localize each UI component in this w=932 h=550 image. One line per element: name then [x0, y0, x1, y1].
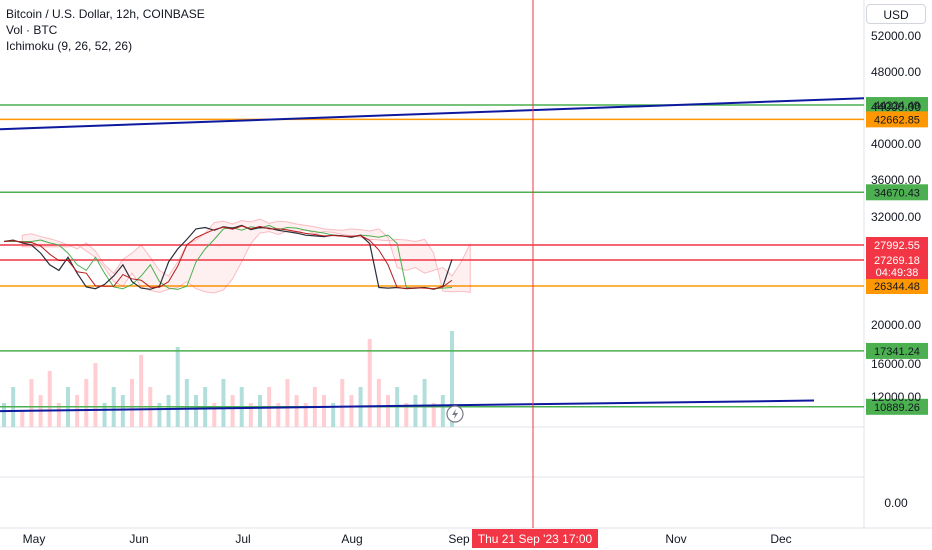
crosshair-time-box	[472, 529, 598, 548]
volume-bar	[440, 395, 445, 427]
volume-bar	[294, 395, 299, 427]
trend-line-lower	[0, 399, 815, 413]
volume-bar	[2, 403, 6, 427]
volume-bar	[84, 379, 89, 427]
level-label: 27269.18	[874, 255, 920, 267]
volume-bar	[20, 411, 25, 427]
y-tick-label: 48000.00	[871, 65, 921, 79]
level-label-box	[866, 184, 928, 201]
volume-bar	[413, 395, 418, 427]
volume-bar	[212, 403, 217, 427]
volume-bar	[221, 379, 226, 427]
x-tick-label: Dec	[770, 532, 791, 546]
y-tick-label: 16000.00	[871, 357, 921, 371]
countdown-label: 04:49:38	[876, 267, 919, 279]
volume-bar	[276, 403, 281, 427]
volume-bar	[450, 331, 454, 427]
volume-bar	[422, 379, 427, 427]
trend-line-upper	[0, 97, 865, 131]
volume-bar	[376, 379, 381, 427]
x-tick-label: Jul	[235, 532, 250, 546]
x-tick-label: May	[23, 532, 46, 546]
y-tick-label: 12000.00	[871, 390, 921, 404]
volume-bar	[431, 403, 436, 427]
level-label-box	[866, 398, 928, 415]
volume-bar	[386, 395, 390, 427]
volume-bar	[139, 355, 144, 427]
volume-bar	[166, 395, 171, 427]
volume-bar	[331, 403, 336, 427]
volume-bar	[194, 395, 198, 427]
volume-bar	[367, 339, 372, 427]
y-tick-label: 40000.00	[871, 137, 921, 151]
level-label-box	[866, 97, 928, 114]
y-tick-label: 52000.00	[871, 29, 921, 43]
level-label: 44224.49	[874, 100, 920, 112]
y-tick-label: 44000.00	[871, 100, 921, 114]
ichimoku-cloud	[21, 218, 471, 294]
volume-bar	[157, 403, 162, 427]
crosshair-time-label: Thu 21 Sep '23 17:00	[478, 532, 593, 546]
countdown-box	[866, 265, 928, 279]
volume-bar	[340, 379, 345, 427]
volume-bar	[29, 379, 34, 427]
x-tick-label: Aug	[341, 532, 362, 546]
level-label-box	[866, 252, 928, 268]
currency-button[interactable]: USD	[866, 4, 926, 24]
y-tick-label: 0.00	[884, 496, 908, 510]
level-label: 26344.48	[874, 281, 920, 293]
ichimoku-base-line	[3, 225, 453, 290]
lightning-icon-glyph	[452, 409, 458, 419]
volume-bar	[248, 403, 253, 427]
x-tick-label: Nov	[665, 532, 686, 546]
volume-bar	[175, 347, 180, 427]
level-label: 42662.85	[874, 114, 920, 126]
level-label: 17341.24	[874, 346, 920, 358]
volume-bar	[230, 395, 235, 427]
volume-bar	[56, 403, 61, 427]
y-tick-label: 32000.00	[871, 210, 921, 224]
volume-bar	[404, 403, 409, 427]
volume-bar	[130, 379, 134, 427]
level-label: 10889.26	[874, 402, 920, 414]
volume-bar	[349, 395, 354, 427]
volume-bar	[120, 395, 125, 427]
volume-bar	[102, 403, 107, 427]
y-tick-label: 20000.00	[871, 318, 921, 332]
level-label-box	[866, 278, 928, 294]
volume-bar	[258, 395, 262, 427]
level-label-box	[866, 237, 928, 253]
level-label-box	[866, 111, 928, 128]
level-label-box	[866, 342, 928, 359]
level-label: 34670.43	[874, 187, 920, 199]
x-tick-label: Jun	[129, 532, 148, 546]
volume-bar	[285, 379, 290, 427]
volume-bar	[47, 371, 52, 427]
x-tick-label: Sep	[448, 532, 470, 546]
volume-bar	[184, 379, 189, 427]
legend-ichimoku[interactable]: Ichimoku (9, 26, 52, 26)	[6, 39, 133, 53]
legend-volume[interactable]: Vol · BTC	[6, 23, 58, 37]
plot-area	[0, 0, 864, 528]
volume-bar	[322, 395, 326, 427]
chart-legend: Bitcoin / U.S. Dollar, 12h, COINBASE Vol…	[6, 6, 205, 54]
volume-bar	[303, 403, 308, 427]
y-tick-label: 36000.00	[871, 173, 921, 187]
volume-bar	[93, 363, 98, 427]
price-line	[3, 224, 453, 290]
level-label: 27992.55	[874, 240, 920, 252]
legend-symbol-title[interactable]: Bitcoin / U.S. Dollar, 12h, COINBASE	[6, 7, 205, 21]
